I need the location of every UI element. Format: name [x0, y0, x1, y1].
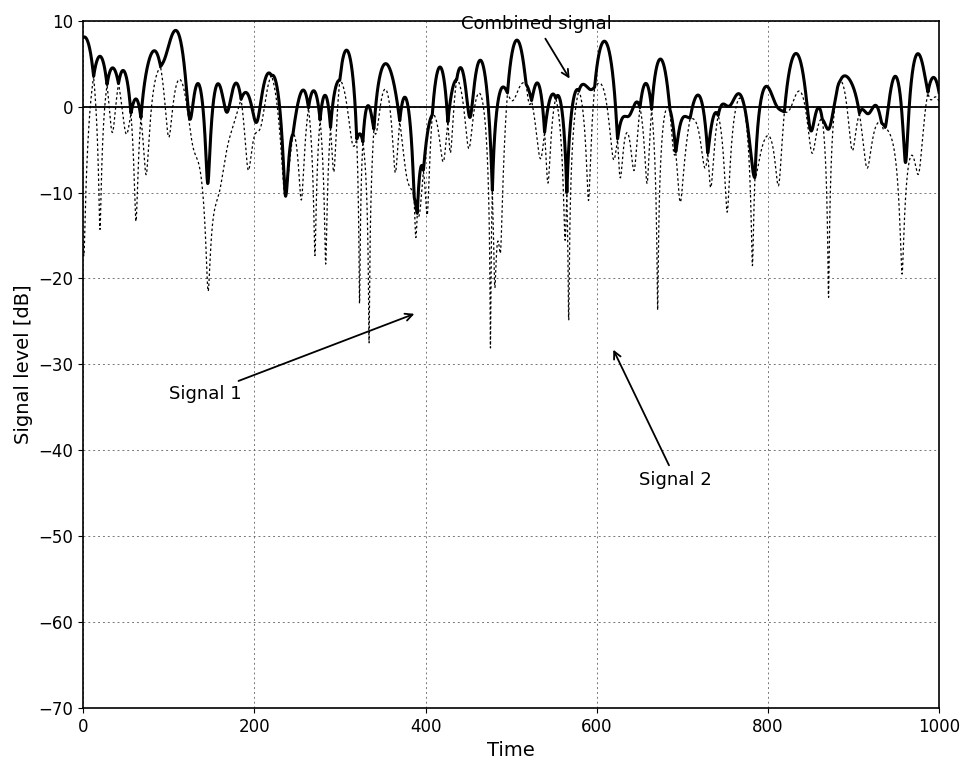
Y-axis label: Signal level [dB]: Signal level [dB]: [14, 285, 33, 444]
Text: Signal 2: Signal 2: [614, 351, 712, 488]
Text: Signal 1: Signal 1: [169, 313, 412, 402]
Text: Combined signal: Combined signal: [462, 15, 613, 77]
X-axis label: Time: Time: [487, 741, 535, 760]
